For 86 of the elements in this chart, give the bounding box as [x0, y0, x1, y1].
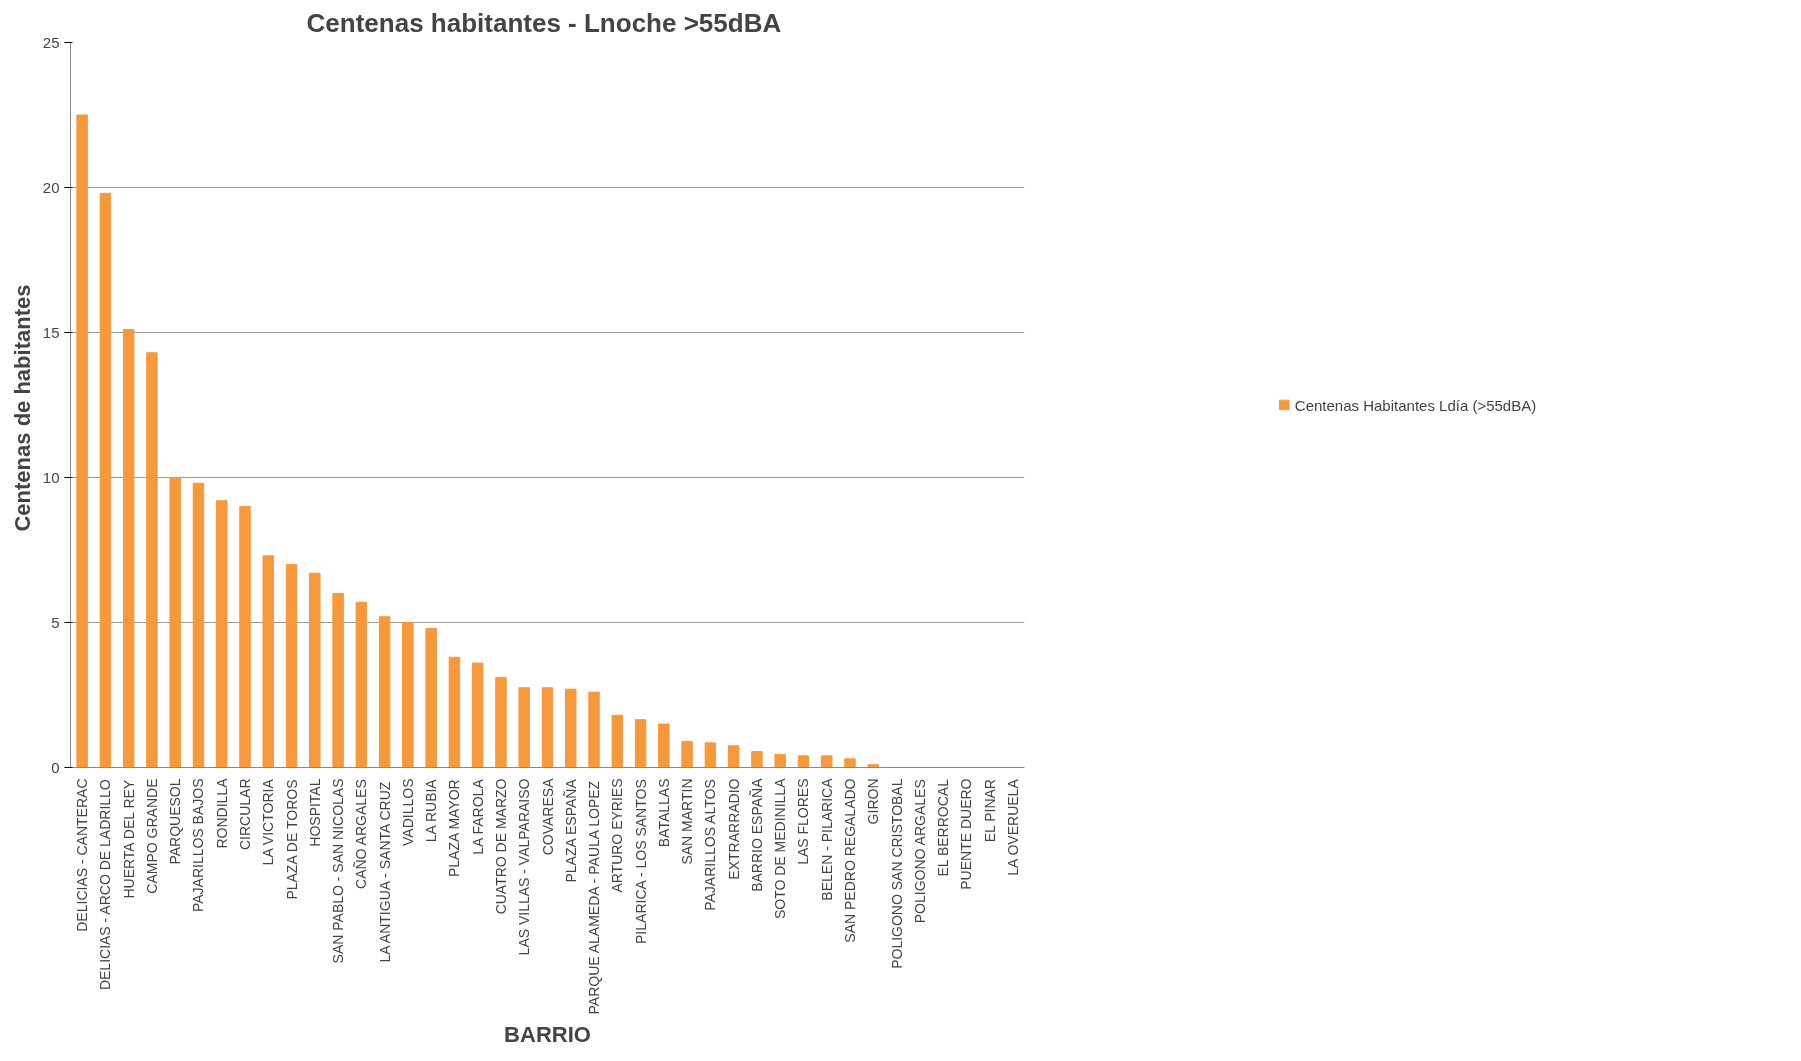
y-tick-label: 10: [42, 468, 60, 486]
x-tick-label: BARRIO ESPAÑA: [748, 777, 765, 892]
x-tick-label: HUERTA DEL REY: [120, 779, 137, 899]
bar: [216, 500, 228, 768]
y-axis-title: Centenas de habitantes: [9, 284, 35, 532]
x-tick-label: CIRCULAR: [237, 778, 254, 851]
bar: [169, 477, 181, 768]
bar: [565, 688, 577, 768]
bar: [76, 114, 88, 768]
x-tick-label: LA VICTORIA: [260, 778, 277, 866]
x-tick-label: DELICIAS - ARCO DE LADRILLO: [97, 779, 114, 991]
x-tick-label: POLIGONO SAN CRISTOBAL: [888, 778, 905, 969]
bar: [844, 758, 856, 768]
x-tick-label: EL PINAR: [981, 779, 998, 843]
bar: [285, 564, 298, 768]
x-tick-label: CAMPO GRANDE: [143, 778, 160, 894]
bar: [588, 691, 600, 768]
x-tick-label: LA OVERUELA: [1004, 778, 1021, 876]
bar: [704, 742, 717, 768]
bar: [681, 740, 693, 768]
y-tick-label: 15: [42, 323, 60, 341]
x-tick-label: PLAZA MAYOR: [446, 779, 463, 878]
bar: [751, 751, 763, 768]
bar: [541, 687, 554, 768]
x-tick-label: HOSPITAL: [306, 778, 323, 847]
legend-label: Centenas Habitantes Ldía (>55dBA): [1294, 396, 1537, 413]
x-tick-label: COVARESA: [539, 777, 556, 856]
bar: [471, 662, 484, 768]
x-tick-label: PILARICA - LOS SANTOS: [632, 779, 649, 944]
x-tick-label: PLAZA ESPAÑA: [562, 778, 579, 883]
bar: [402, 622, 414, 768]
bar: [262, 555, 275, 768]
bar: [727, 745, 740, 768]
x-tick-label: CUATRO DE MARZO: [492, 778, 509, 915]
x-tick-label: GIRON: [865, 778, 882, 825]
x-tick-label: LAS FLORES: [795, 778, 812, 865]
x-tick-label: SAN PEDRO REGALADO: [841, 778, 858, 943]
x-tick-label: PUENTE DUERO: [958, 778, 975, 890]
x-tick-label: LA ANTIGUA - SANTA CRUZ: [376, 781, 393, 963]
bar: [658, 723, 670, 768]
x-tick-label: EL BERROCAL: [935, 778, 952, 877]
chart-title: Centenas habitantes - Lnoche >55dBA: [306, 7, 782, 38]
x-tick-label: RONDILLA: [213, 777, 230, 849]
x-tick-label: BATALLAS: [655, 778, 672, 848]
x-tick-label: PARQUE ALAMEDA - PAULA LOPEZ: [586, 780, 603, 1015]
x-tick-label: PAJARILLOS ALTOS: [702, 779, 719, 911]
bar: [867, 764, 879, 768]
bar: [122, 329, 135, 768]
x-tick-label: SAN MARTIN: [679, 778, 696, 865]
bar: [634, 719, 647, 768]
bar: [378, 616, 391, 768]
x-tick-label: PARQUESOL: [167, 778, 184, 865]
y-tick-label: 5: [51, 613, 60, 631]
bar: [355, 601, 368, 768]
y-tick-label: 0: [51, 758, 60, 776]
bar: [239, 506, 251, 768]
x-tick-label: DELICIAS - CANTERAC: [74, 778, 91, 932]
x-tick-label: VADILLOS: [399, 778, 416, 846]
x-axis-title: BARRIO: [504, 1022, 591, 1048]
bar: [332, 593, 344, 768]
x-tick-label: POLIGONO ARGALES: [911, 779, 928, 924]
bar: [309, 572, 321, 768]
x-tick-label: CAÑO ARGALES: [353, 779, 370, 889]
x-tick-label: PLAZA DE TOROS: [283, 779, 300, 900]
bar: [425, 627, 437, 768]
bar: [518, 687, 530, 768]
x-tick-label: LAS VILLAS - VALPARAISO: [516, 778, 533, 956]
x-tick-label: SAN PABLO - SAN NICOLAS: [330, 778, 347, 964]
x-tick-label: ARTURO EYRIES: [609, 778, 626, 893]
bar: [495, 677, 507, 768]
bar: [820, 755, 833, 768]
x-tick-label: EXTRARRADIO: [725, 778, 742, 880]
bar: [797, 755, 810, 768]
x-tick-label: LA RUBIA: [423, 778, 440, 843]
x-tick-label: BELEN - PILARICA: [818, 777, 835, 901]
bar: [192, 482, 205, 768]
x-tick-label: SOTO DE MEDINILLA: [772, 777, 789, 920]
bar: [448, 656, 461, 768]
bar: [774, 753, 786, 768]
bar: [146, 352, 158, 768]
x-tick-label: PAJARILLOS BAJOS: [190, 778, 207, 913]
bar: [611, 714, 624, 768]
y-tick-label: 25: [42, 33, 60, 51]
x-tick-label: LA FAROLA: [469, 778, 486, 855]
y-tick-label: 20: [42, 178, 60, 196]
bar: [99, 192, 112, 768]
